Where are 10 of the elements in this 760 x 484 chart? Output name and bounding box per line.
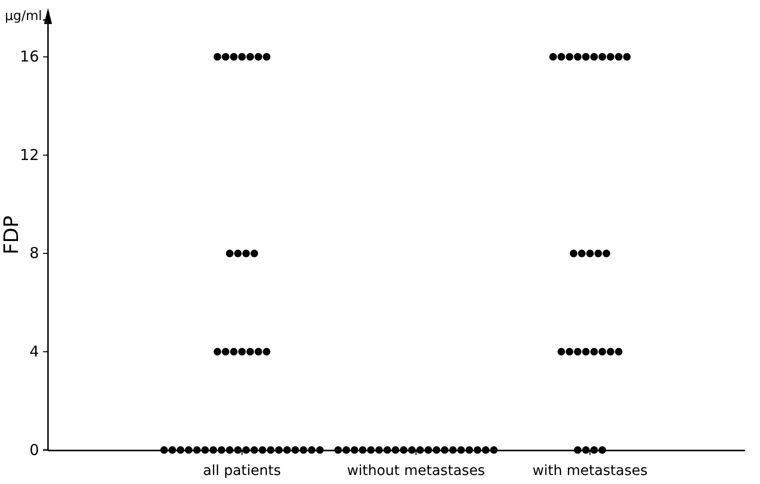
y-tick-label: 12	[20, 146, 39, 164]
y-tick-label: 16	[20, 48, 39, 66]
x-tick-label: without metastases	[347, 462, 485, 479]
y-axis-title: FDP	[0, 216, 23, 254]
x-tick-label: all patients	[203, 462, 281, 479]
x-tick-label: with metastases	[532, 462, 648, 479]
y-tick-label: 0	[29, 440, 39, 459]
y-tick-label: 4	[29, 342, 39, 361]
text: µg/ml	[4, 9, 42, 24]
y-tick-label: 8	[29, 244, 39, 262]
